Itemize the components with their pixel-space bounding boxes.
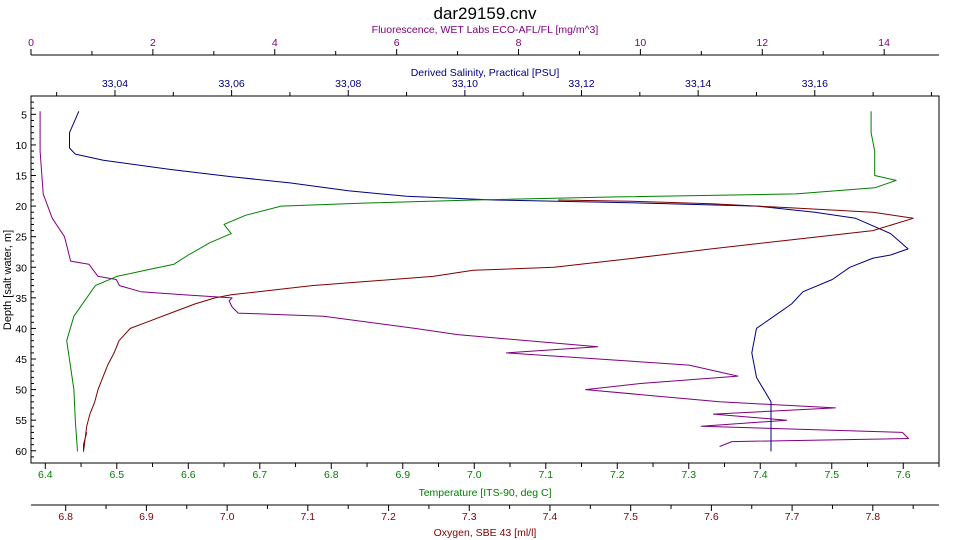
fluorescence-axis-tick-label: 0 bbox=[28, 37, 34, 49]
oxygen-axis-tick-label: 7.5 bbox=[623, 511, 638, 523]
fluorescence-axis-tick-label: 12 bbox=[756, 37, 768, 49]
salinity-axis-tick-label: 33,14 bbox=[685, 78, 711, 90]
fluorescence-axis-tick-label: 14 bbox=[878, 37, 890, 49]
fluorescence-axis-label: Fluorescence, WET Labs ECO-AFL/FL [mg/m^… bbox=[372, 24, 599, 36]
oxygen-axis: 6.8 6.9 7.0 7.1 7.2 7.3 7.4 7.5 7.6 7.7 7.8 bbox=[31, 504, 939, 523]
depth-tick-label: 60 bbox=[15, 446, 27, 458]
salinity-axis-tick-label: 33,16 bbox=[802, 78, 828, 90]
salinity-axis: 33,04 33,06 33,08 33,10 33,12 33,14 33,16 bbox=[31, 78, 939, 97]
temperature-axis-tick-label: 7.6 bbox=[896, 469, 911, 481]
temperature-axis-tick-label: 6.5 bbox=[109, 469, 124, 481]
depth-tick-label: 10 bbox=[15, 140, 27, 152]
oxygen-axis-tick-label: 7.2 bbox=[381, 511, 396, 523]
oxygen-axis-tick-label: 7.3 bbox=[462, 511, 477, 523]
oxygen-axis-tick-label: 7.8 bbox=[866, 511, 881, 523]
fluorescence-axis-tick-label: 10 bbox=[635, 37, 647, 49]
salinity-axis-tick-label: 33,06 bbox=[218, 78, 244, 90]
fluorescence-axis-tick-label: 2 bbox=[150, 37, 156, 49]
temperature-axis-tick-label: 6.6 bbox=[181, 469, 196, 481]
temperature-axis-tick-label: 7.2 bbox=[610, 469, 625, 481]
oxygen-axis-tick-label: 7.7 bbox=[785, 511, 800, 523]
fluorescence-axis-tick-label: 8 bbox=[516, 37, 522, 49]
oxygen-axis-label: Oxygen, SBE 43 [ml/l] bbox=[434, 527, 537, 539]
temperature-axis-tick-label: 6.9 bbox=[395, 469, 410, 481]
oxygen-axis-tick-label: 7.4 bbox=[543, 511, 558, 523]
temperature-axis-tick-label: 7.0 bbox=[467, 469, 482, 481]
temperature-axis-tick-label: 6.4 bbox=[38, 469, 53, 481]
depth-tick-label: 40 bbox=[15, 323, 27, 335]
temperature-axis-tick-label: 7.4 bbox=[753, 469, 768, 481]
salinity-axis-label: Derived Salinity, Practical [PSU] bbox=[411, 67, 560, 79]
oxygen-axis-tick-label: 6.8 bbox=[58, 511, 73, 523]
temperature-axis-label: Temperature [ITS-90, deg C] bbox=[418, 487, 551, 499]
temperature-axis-tick-label: 7.5 bbox=[824, 469, 839, 481]
depth-tick-label: 45 bbox=[15, 354, 27, 366]
oxygen-axis-tick-label: 7.0 bbox=[220, 511, 235, 523]
salinity-series-line bbox=[69, 111, 909, 452]
salinity-axis-tick-label: 33,08 bbox=[335, 78, 361, 90]
depth-axis: 5 10 15 20 25 30 35 40 45 50 55 60 bbox=[15, 95, 36, 464]
depth-tick-label: 15 bbox=[15, 171, 27, 183]
depth-tick-label: 5 bbox=[21, 109, 27, 121]
depth-axis-label: Depth [salt water, m] bbox=[2, 230, 14, 330]
depth-tick-label: 35 bbox=[15, 293, 27, 305]
chart-title: dar29159.cnv bbox=[433, 4, 537, 23]
salinity-axis-tick-label: 33,10 bbox=[452, 78, 478, 90]
depth-tick-label: 50 bbox=[15, 385, 27, 397]
salinity-axis-tick-label: 33,04 bbox=[102, 78, 128, 90]
depth-tick-label: 20 bbox=[15, 201, 27, 213]
depth-tick-label: 25 bbox=[15, 232, 27, 244]
temperature-axis: 6.4 6.5 6.6 6.7 6.8 6.9 7.0 7.1 7.2 7.3 7.4 7.5 7.6 bbox=[31, 462, 940, 481]
temperature-axis-tick-label: 7.3 bbox=[681, 469, 696, 481]
fluorescence-axis-tick-label: 6 bbox=[394, 37, 400, 49]
temperature-axis-tick-label: 6.8 bbox=[324, 469, 339, 481]
plot-area bbox=[30, 95, 940, 464]
oxygen-axis-tick-label: 7.6 bbox=[704, 511, 719, 523]
series-layer bbox=[39, 111, 914, 452]
temperature-axis-tick-label: 7.1 bbox=[538, 469, 553, 481]
oxygen-axis-tick-label: 6.9 bbox=[139, 511, 154, 523]
oxygen-axis-tick-label: 7.1 bbox=[301, 511, 316, 523]
temperature-axis-tick-label: 6.7 bbox=[252, 469, 267, 481]
depth-tick-label: 30 bbox=[15, 262, 27, 274]
temperature-series-line bbox=[66, 111, 897, 452]
oxygen-series-line bbox=[83, 199, 914, 452]
fluorescence-series-line bbox=[39, 111, 909, 447]
depth-tick-label: 55 bbox=[15, 415, 27, 427]
salinity-axis-tick-label: 33,12 bbox=[568, 78, 594, 90]
fluorescence-axis-tick-label: 4 bbox=[272, 37, 278, 49]
fluorescence-axis: 0 2 4 6 8 10 12 14 bbox=[28, 37, 939, 56]
